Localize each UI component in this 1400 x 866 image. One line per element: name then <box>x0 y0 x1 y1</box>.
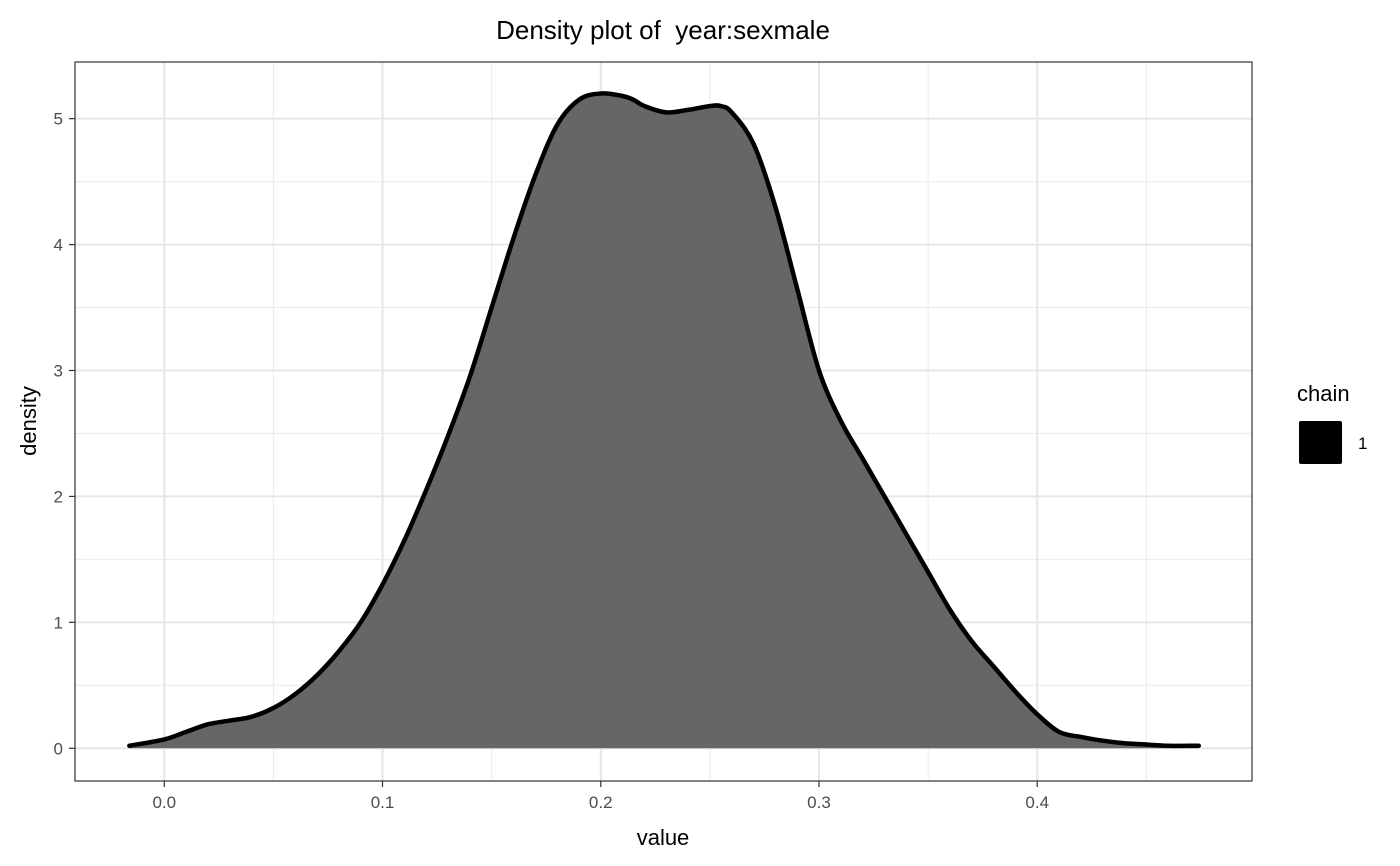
y-tick-label: 1 <box>54 613 63 632</box>
legend-title: chain <box>1297 381 1350 406</box>
legend-key-1 <box>1299 421 1342 464</box>
y-axis: 0 1 2 3 4 5 <box>54 110 75 758</box>
legend: chain 1 <box>1297 381 1367 464</box>
y-tick-label: 4 <box>54 236 63 255</box>
y-tick-label: 0 <box>54 739 63 758</box>
y-tick-label: 5 <box>54 110 63 129</box>
chart-title: Density plot of year:sexmale <box>496 15 830 45</box>
x-tick-label: 0.0 <box>152 793 176 812</box>
x-tick-label: 0.2 <box>589 793 613 812</box>
x-tick-label: 0.4 <box>1025 793 1049 812</box>
y-axis-title: density <box>16 386 41 456</box>
y-tick-label: 3 <box>54 362 63 381</box>
density-area-chain-1 <box>129 93 1199 749</box>
x-axis-title: value <box>637 825 690 850</box>
y-tick-label: 2 <box>54 487 63 506</box>
plot-panel-border <box>74 61 1253 782</box>
density-line-chain-1 <box>127 91 1201 749</box>
legend-label-1: 1 <box>1358 434 1367 453</box>
x-tick-label: 0.3 <box>807 793 831 812</box>
x-tick-label: 0.1 <box>371 793 395 812</box>
density-series <box>127 91 1201 749</box>
x-axis: 0.0 0.1 0.2 0.3 0.4 <box>152 781 1049 812</box>
